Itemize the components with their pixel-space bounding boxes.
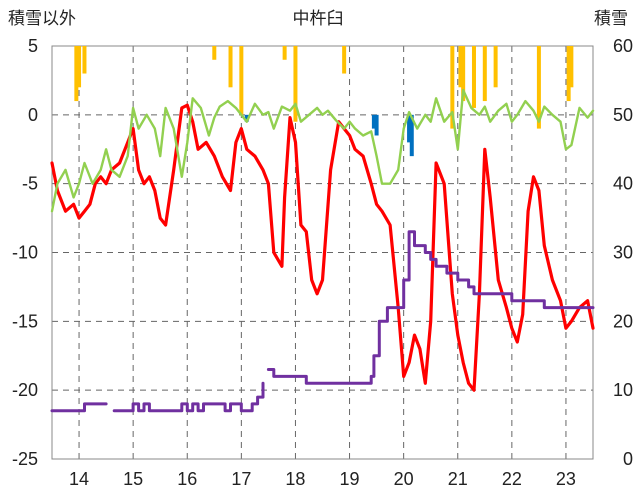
precip-bar	[409, 114, 414, 157]
left-tick-label: -5	[22, 174, 38, 194]
right-tick-label: 40	[613, 174, 633, 194]
right-tick-label: 60	[613, 36, 633, 56]
left-tick-label: -10	[12, 243, 38, 263]
snow-bar	[461, 46, 466, 102]
right-tick-label: 30	[613, 243, 633, 263]
x-tick-label: 18	[285, 469, 305, 489]
x-tick-label: 14	[69, 469, 89, 489]
snow-bar	[74, 46, 79, 102]
snow-bar	[77, 46, 82, 88]
snow-bar	[282, 46, 287, 60]
snow-bar	[82, 46, 87, 74]
snow-bar	[228, 46, 233, 88]
snow-bar	[569, 46, 574, 88]
x-tick-label: 23	[556, 469, 576, 489]
snow-bar	[212, 46, 217, 60]
snow-bar	[450, 46, 455, 129]
plot-border	[51, 45, 594, 460]
snow-bar	[342, 46, 347, 74]
right-tick-label: 10	[613, 380, 633, 400]
snow-bar	[471, 46, 476, 108]
left-tick-label: 5	[28, 36, 38, 56]
x-tick-label: 20	[394, 469, 414, 489]
snow-bar	[239, 46, 244, 115]
x-tick-label: 15	[123, 469, 143, 489]
green-series-line	[50, 88, 595, 213]
precip-bar	[374, 114, 379, 136]
precip-bar	[371, 114, 376, 129]
precip-bar	[407, 114, 412, 143]
chart-title: 中杵臼	[293, 9, 344, 29]
right-axis-label: 積雪	[594, 9, 628, 29]
x-tick-label: 22	[502, 469, 522, 489]
x-tick-label: 21	[448, 469, 468, 489]
precip-bar	[244, 114, 249, 122]
snow-bar	[536, 46, 541, 129]
x-tick-label: 19	[340, 469, 360, 489]
snow-bar	[482, 46, 487, 102]
snow-bar	[566, 46, 571, 102]
left-tick-label: -20	[12, 380, 38, 400]
right-tick-label: 0	[623, 449, 633, 469]
x-tick-label: 16	[177, 469, 197, 489]
snow-depth-line	[50, 230, 595, 413]
left-tick-label: 0	[28, 105, 38, 125]
snow-bar	[493, 46, 498, 88]
left-tick-label: -25	[12, 449, 38, 469]
left-tick-label: -15	[12, 311, 38, 331]
left-axis-label: 積雪以外	[8, 9, 76, 29]
right-tick-label: 50	[613, 105, 633, 125]
x-tick-label: 17	[231, 469, 251, 489]
right-tick-label: 20	[613, 311, 633, 331]
snow-bar	[293, 46, 298, 122]
snow-bar	[458, 46, 463, 88]
